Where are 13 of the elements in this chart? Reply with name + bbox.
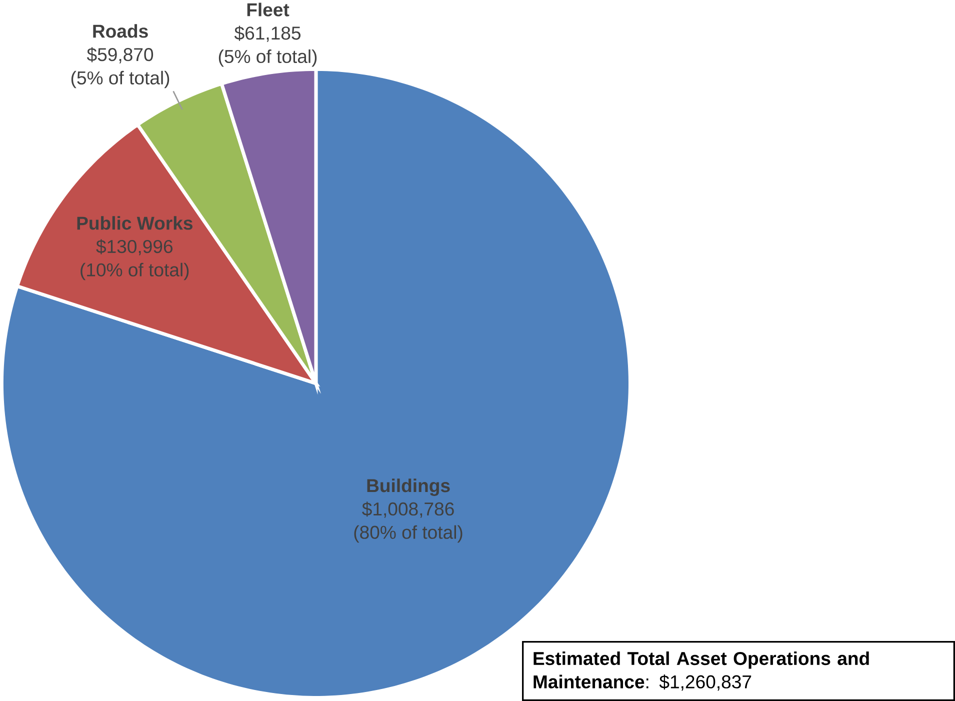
text: (10% of total) (80, 262, 189, 280)
data-label: $61,185 (234, 26, 300, 42)
text: (5% of total) (71, 70, 170, 88)
data-label: $130,996 (96, 239, 172, 256)
text: (80% of total) (354, 525, 462, 543)
data-label: $59,870 (86, 47, 154, 64)
text: (5% of total) (218, 49, 317, 67)
slice-label: Buildings (367, 478, 450, 496)
slice-label: Roads (93, 24, 148, 38)
data-label: $1,008,786 (362, 502, 454, 518)
slice-label: Fleet (247, 2, 290, 16)
text: Estimated Total Asset Operations and Maintenance: $1,260,837 (534, 651, 869, 691)
slice-label: Public Works (77, 216, 192, 230)
